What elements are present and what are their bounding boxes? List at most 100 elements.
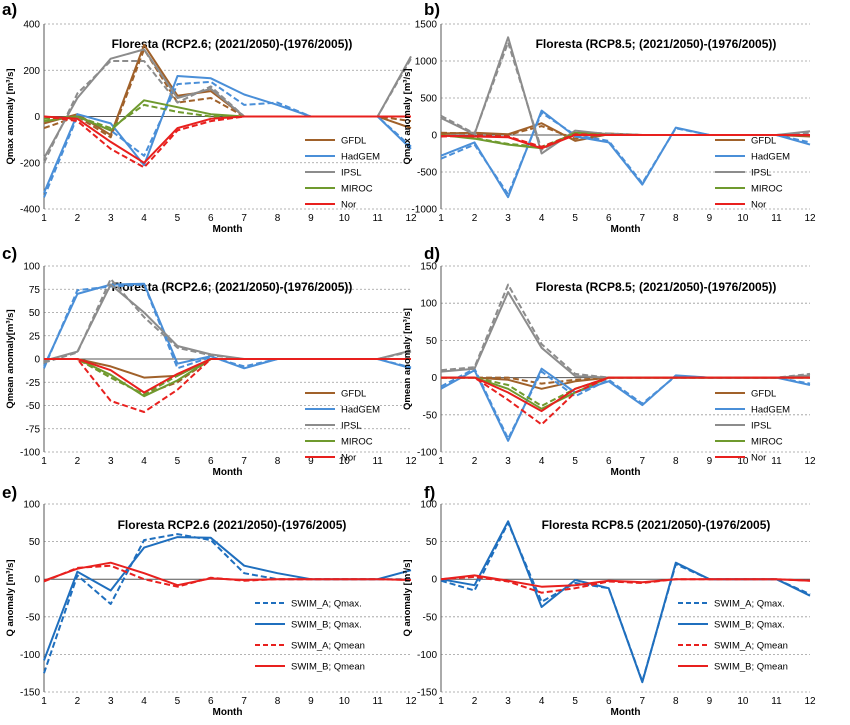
series-line bbox=[440, 574, 811, 588]
x-tick-label: 3 bbox=[505, 213, 511, 224]
legend-label: HadGEM bbox=[341, 152, 380, 163]
x-tick-label: 1 bbox=[41, 696, 47, 707]
y-axis-label: Qmean anomaly [m³/s] bbox=[402, 308, 413, 410]
series-line bbox=[43, 278, 412, 364]
legend: SWIM_A; Qmax. SWIM_B; Qmax. SWIM_A; Qmean S… bbox=[255, 599, 365, 673]
x-axis-label: Month bbox=[611, 707, 641, 718]
x-tick-label: 10 bbox=[737, 456, 749, 467]
y-tick-label: 500 bbox=[420, 94, 437, 105]
chart-title: Floresta (RCP8.5; (2021/2050)-(1976/2005… bbox=[536, 280, 777, 294]
series-line bbox=[441, 376, 810, 426]
legend-label: GFDL bbox=[751, 136, 776, 147]
x-axis-label: Month bbox=[213, 707, 243, 718]
legend-label: IPSL bbox=[751, 421, 772, 432]
x-tick-label: 10 bbox=[737, 213, 749, 224]
legend-label: HadGEM bbox=[751, 152, 790, 163]
panel-label: c) bbox=[2, 244, 17, 263]
x-axis-label: Month bbox=[611, 224, 641, 235]
x-tick-label: 10 bbox=[737, 696, 749, 707]
legend-label: MIROC bbox=[751, 437, 783, 448]
x-tick-label: 5 bbox=[572, 213, 578, 224]
x-tick-label: 5 bbox=[175, 213, 181, 224]
y-tick-label: 1000 bbox=[415, 57, 438, 68]
x-tick-label: 8 bbox=[275, 213, 281, 224]
y-tick-label: -150 bbox=[20, 688, 40, 699]
x-tick-label: 5 bbox=[175, 456, 181, 467]
chart-title: Floresta (RCP2.6; (2021/2050)-(1976/2005… bbox=[112, 280, 353, 294]
x-tick-label: 5 bbox=[572, 696, 578, 707]
y-tick-label: -50 bbox=[423, 612, 438, 623]
y-tick-label: -400 bbox=[20, 205, 40, 216]
y-tick-label: 200 bbox=[23, 66, 40, 77]
y-tick-label: 50 bbox=[426, 336, 438, 347]
x-tick-label: 8 bbox=[275, 696, 281, 707]
x-tick-label: 8 bbox=[673, 213, 679, 224]
legend-label: IPSL bbox=[341, 168, 362, 179]
y-tick-label: 100 bbox=[23, 500, 40, 511]
legend-label: SWIM_B; Qmax. bbox=[714, 620, 785, 631]
x-tick-label: 3 bbox=[108, 213, 114, 224]
x-tick-label: 8 bbox=[275, 456, 281, 467]
legend-label: SWIM_A; Qmax. bbox=[291, 599, 362, 610]
x-tick-label: 2 bbox=[472, 213, 478, 224]
x-tick-label: 4 bbox=[141, 213, 147, 224]
y-tick-label: -100 bbox=[417, 650, 437, 661]
y-tick-label: -100 bbox=[417, 448, 437, 459]
x-tick-label: 2 bbox=[472, 456, 478, 467]
y-tick-label: -25 bbox=[26, 378, 41, 389]
x-tick-label: 7 bbox=[241, 456, 247, 467]
x-tick-label: 4 bbox=[539, 456, 545, 467]
x-tick-label: 6 bbox=[606, 696, 612, 707]
x-tick-label: 6 bbox=[606, 456, 612, 467]
series-line bbox=[43, 283, 412, 362]
x-tick-label: 4 bbox=[539, 696, 545, 707]
y-axis-label: Q anomaly [m³/s] bbox=[5, 559, 16, 636]
y-tick-label: -75 bbox=[26, 424, 41, 435]
legend-label: GFDL bbox=[341, 389, 366, 400]
y-tick-label: -200 bbox=[20, 158, 40, 169]
x-tick-label: 6 bbox=[606, 213, 612, 224]
y-tick-label: 50 bbox=[29, 537, 41, 548]
y-tick-label: -50 bbox=[26, 401, 41, 412]
x-tick-label: 12 bbox=[804, 213, 816, 224]
x-tick-label: 7 bbox=[241, 213, 247, 224]
legend: GFDL HadGEM IPSL MIROC Nor bbox=[715, 389, 790, 464]
legend-label: GFDL bbox=[341, 136, 366, 147]
y-tick-label: -100 bbox=[20, 448, 40, 459]
x-tick-label: 1 bbox=[438, 213, 444, 224]
x-tick-label: 12 bbox=[804, 456, 816, 467]
x-tick-label: 4 bbox=[141, 696, 147, 707]
x-tick-label: 10 bbox=[339, 456, 351, 467]
x-tick-label: 2 bbox=[75, 456, 81, 467]
x-tick-label: 5 bbox=[572, 456, 578, 467]
x-tick-label: 3 bbox=[108, 696, 114, 707]
chart-title: Floresta (RCP8.5; (2021/2050)-(1976/2005… bbox=[536, 37, 777, 51]
x-tick-label: 11 bbox=[771, 456, 782, 467]
legend: SWIM_A; Qmax. SWIM_B; Qmax. SWIM_A; Qmean S… bbox=[678, 599, 788, 673]
legend-label: GFDL bbox=[751, 389, 776, 400]
x-tick-label: 2 bbox=[472, 696, 478, 707]
legend-label: SWIM_A; Qmean bbox=[714, 641, 788, 652]
chart-title: Floresta RCP8.5 (2021/2050)-(1976/2005) bbox=[542, 518, 771, 532]
x-tick-label: 4 bbox=[141, 456, 147, 467]
x-tick-label: 7 bbox=[639, 696, 645, 707]
x-tick-label: 2 bbox=[75, 696, 81, 707]
x-axis-label: Month bbox=[611, 467, 641, 478]
chart-title: Floresta RCP2.6 (2021/2050)-(1976/2005) bbox=[118, 518, 347, 532]
legend-label: SWIM_B; Qmean bbox=[714, 662, 788, 673]
x-tick-label: 5 bbox=[175, 696, 181, 707]
panel-label: a) bbox=[2, 0, 17, 19]
legend: GFDL HadGEM IPSL MIROC Nor bbox=[715, 136, 790, 211]
y-axis-label: Qmax anomaly [m³/s] bbox=[402, 68, 413, 164]
y-tick-label: 150 bbox=[420, 262, 437, 273]
y-tick-label: -50 bbox=[26, 612, 41, 623]
series-line bbox=[43, 282, 412, 370]
x-tick-label: 12 bbox=[405, 696, 417, 707]
panel-label: b) bbox=[424, 0, 440, 19]
legend-label: SWIM_A; Qmax. bbox=[714, 599, 785, 610]
y-tick-label: 0 bbox=[34, 575, 40, 586]
